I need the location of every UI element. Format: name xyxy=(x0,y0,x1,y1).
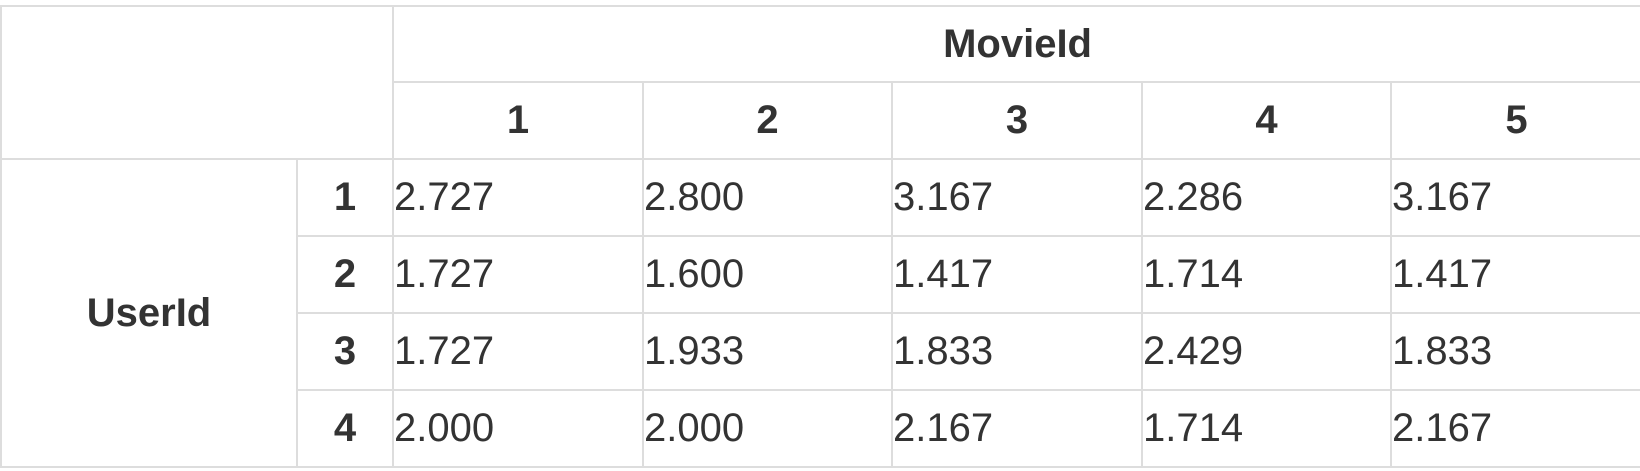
table-cell: 1.833 xyxy=(1389,312,1640,391)
column-header: 4 xyxy=(1141,81,1392,160)
pivot-table: MovieId 1 2 3 4 5 UserId 1 2.727 2.800 3… xyxy=(0,5,1640,468)
table-cell: 3.167 xyxy=(1389,158,1640,237)
row-header: 3 xyxy=(296,312,394,391)
column-header: 5 xyxy=(1389,81,1640,160)
column-header: 2 xyxy=(642,81,893,160)
table-row: 4 2.000 2.000 2.167 1.714 2.167 xyxy=(1,389,1640,468)
table-cell: 2.429 xyxy=(1141,312,1392,391)
column-header: 3 xyxy=(891,81,1143,160)
table-cell: 2.286 xyxy=(1141,158,1392,237)
table-cell: 1.600 xyxy=(642,235,893,314)
table-cell: 1.727 xyxy=(392,312,644,391)
table-cell: 2.167 xyxy=(1389,389,1640,468)
table-cell: 1.714 xyxy=(1141,389,1392,468)
table-cell: 3.167 xyxy=(891,158,1143,237)
table-cell: 2.167 xyxy=(891,389,1143,468)
table-cell: 1.417 xyxy=(1389,235,1640,314)
table-cell: 2.000 xyxy=(642,389,893,468)
table-cell: 2.800 xyxy=(642,158,893,237)
table-row: 3 1.727 1.933 1.833 2.429 1.833 xyxy=(1,312,1640,391)
table-cell: 1.417 xyxy=(891,235,1143,314)
row-group-label: UserId xyxy=(0,158,298,468)
table-cell: 1.727 xyxy=(392,235,644,314)
table-cell: 2.000 xyxy=(392,389,644,468)
row-header: 1 xyxy=(296,158,394,237)
header-row-group: MovieId xyxy=(0,5,1640,160)
table-cell: 1.714 xyxy=(1141,235,1392,314)
corner-cell xyxy=(0,5,394,160)
column-group-label: MovieId xyxy=(391,5,1640,83)
table-row: 2 1.727 1.600 1.417 1.714 1.417 xyxy=(1,235,1640,314)
table-cell: 1.833 xyxy=(891,312,1143,391)
table-cell: 1.933 xyxy=(642,312,893,391)
row-header: 4 xyxy=(296,389,394,468)
header-row-columns: 1 2 3 4 5 xyxy=(1,81,1640,160)
table-row: UserId 1 2.727 2.800 3.167 2.286 3.167 xyxy=(0,158,1640,468)
table-cell: 2.727 xyxy=(392,158,644,237)
row-header: 2 xyxy=(296,235,394,314)
column-header: 1 xyxy=(392,81,644,160)
